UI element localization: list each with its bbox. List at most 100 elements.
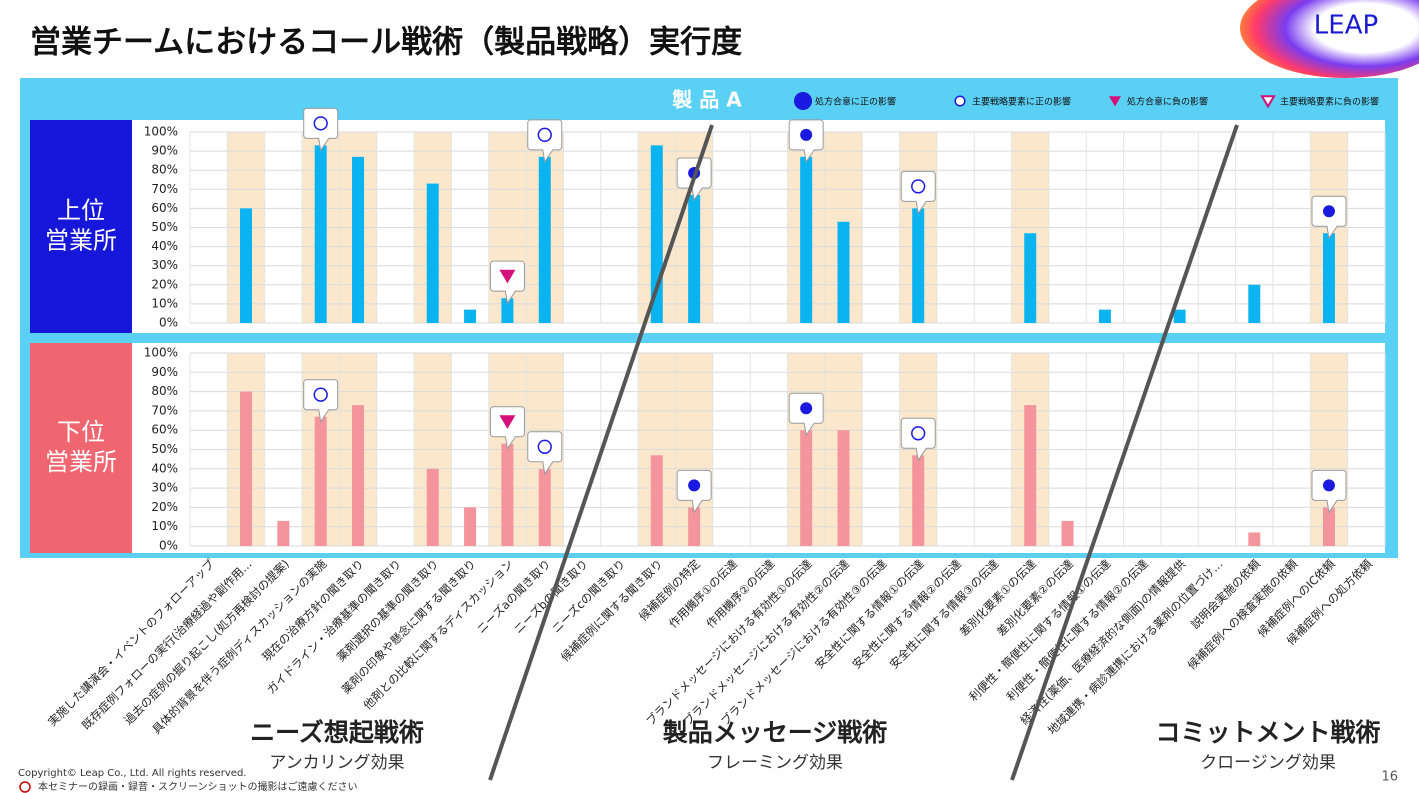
divider (488, 124, 714, 781)
panel-label: 上位営業所 (45, 197, 117, 255)
marker (499, 269, 516, 284)
bar (240, 391, 253, 546)
bar (1024, 233, 1037, 323)
bar (464, 507, 477, 546)
bar (1024, 405, 1037, 546)
x-tick-label: 過去の症例の掘り起こし(処方再検討の提案) (121, 557, 292, 728)
divider (1010, 124, 1239, 781)
callout (788, 392, 824, 437)
y-tick-label: 60% (151, 201, 178, 215)
y-tick-label: 40% (151, 461, 178, 475)
marker (800, 128, 813, 141)
legend-symbol (1109, 96, 1121, 107)
bar (538, 156, 551, 323)
y-tick-label: 30% (151, 258, 178, 272)
panel-label: 下位営業所 (45, 418, 117, 476)
marker (537, 127, 552, 142)
y-tick-label: 60% (151, 423, 178, 437)
marker (911, 426, 926, 441)
y-tick-label: 100% (144, 346, 178, 360)
notice-icon (19, 781, 31, 793)
bar (1248, 284, 1261, 323)
y-tick-label: 70% (151, 403, 178, 417)
bar (277, 520, 290, 546)
callout (676, 469, 712, 514)
bar (1322, 233, 1335, 323)
bar (800, 430, 813, 546)
bar (800, 156, 813, 323)
marker (1322, 479, 1335, 492)
x-tick-label: ガイドライン・治療基準の聞き取り (264, 557, 404, 697)
panel-label-bg (30, 343, 132, 553)
bar (912, 208, 925, 323)
x-tick-label: 既存症例フォローの実行(治療経過や副作用… (79, 557, 255, 733)
legend-symbol (794, 92, 812, 110)
bar (314, 416, 327, 546)
title: 営業チームにおけるコール戦術（製品戦略）実行度 (30, 25, 742, 61)
copyright: Copyright© Leap Co., Ltd. All rights res… (18, 768, 246, 779)
legend-label: 主要戦略要素に負の影響 (1280, 96, 1379, 108)
y-tick-label: 90% (151, 365, 178, 379)
callout (1311, 469, 1347, 514)
y-tick-label: 80% (151, 163, 178, 177)
bar (1061, 520, 1074, 546)
bar (1322, 507, 1335, 546)
y-tick-label: 50% (151, 220, 178, 234)
marker (1322, 205, 1335, 218)
product: 製 品 A (672, 88, 742, 112)
marker (313, 116, 328, 131)
bar (1173, 309, 1186, 323)
group-subtitle: クロージング効果 (1200, 753, 1336, 773)
bar (314, 145, 327, 323)
group-title: ニーズ想起戦術 (250, 718, 424, 747)
y-tick-label: 20% (151, 500, 178, 514)
panel-label-bg (30, 120, 132, 333)
y-tick-label: 100% (144, 125, 178, 139)
bar (837, 221, 850, 323)
legend-label: 主要戦略要素に正の影響 (972, 96, 1071, 108)
y-tick-label: 0% (159, 316, 178, 330)
marker (800, 402, 813, 415)
bar (912, 455, 925, 546)
group-subtitle: フレーミング効果 (707, 753, 843, 773)
y-tick-label: 40% (151, 239, 178, 253)
marker (911, 179, 926, 194)
group-title: 製品メッセージ戦術 (662, 718, 888, 747)
bar (501, 443, 514, 546)
bar (1098, 309, 1111, 323)
x-tick-label: 具体的背景を伴う症例ディスカッションの実施 (149, 556, 329, 736)
callout (788, 119, 824, 164)
legend-label: 処方合意に負の影響 (1127, 96, 1208, 108)
bar (426, 468, 439, 546)
bar (426, 183, 439, 323)
bar (688, 195, 701, 323)
page-number: 16 (1381, 770, 1398, 785)
logo-swirl (1240, 0, 1419, 78)
y-tick-label: 0% (159, 539, 178, 553)
logo: LEAP (1314, 11, 1378, 41)
y-tick-label: 20% (151, 277, 178, 291)
bar (240, 208, 253, 323)
bar (650, 455, 663, 546)
legend-symbol (954, 95, 966, 107)
group-title: コミットメント戦術 (1155, 718, 1380, 747)
legend-symbol (1260, 95, 1276, 109)
x-tick-label: 薬剤の印象や懸念に関する聞き取り (339, 557, 479, 697)
callout (1311, 195, 1347, 240)
y-tick-label: 80% (151, 384, 178, 398)
y-tick-label: 50% (151, 442, 178, 456)
bar (501, 298, 514, 323)
bar (688, 507, 701, 546)
marker (688, 479, 701, 492)
y-tick-label: 30% (151, 481, 178, 495)
bar (1248, 532, 1261, 546)
group-subtitle: アンカリング効果 (269, 753, 404, 773)
marker (537, 439, 552, 454)
x-tick-label: 地域連携・病診連携における薬剤の位置づけ… (1045, 557, 1226, 738)
bar (352, 156, 365, 323)
bar (464, 309, 477, 323)
marker (499, 415, 516, 429)
y-tick-label: 10% (151, 519, 178, 533)
bar (352, 405, 365, 546)
